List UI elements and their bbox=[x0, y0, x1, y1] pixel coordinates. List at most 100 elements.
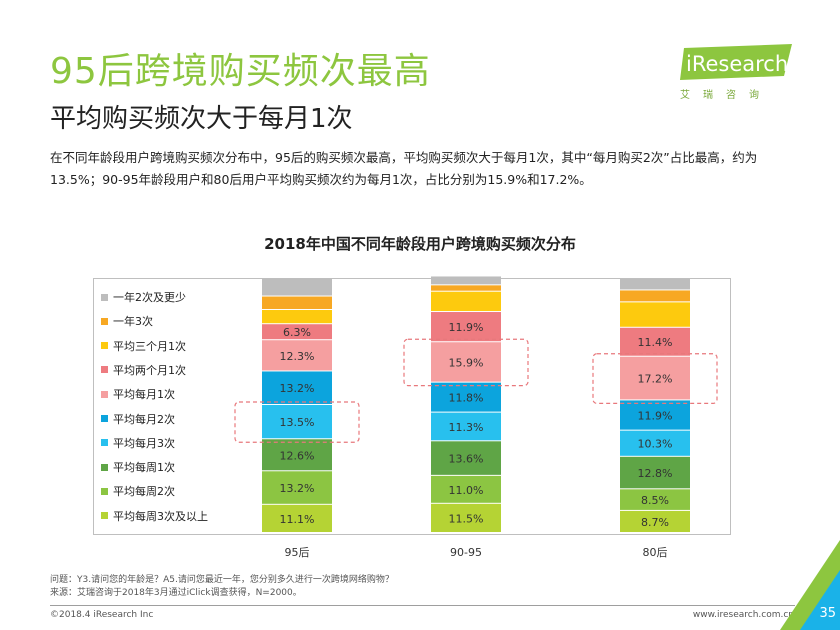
bar-segment bbox=[431, 503, 501, 532]
bar-segment bbox=[262, 340, 332, 371]
chart-frame bbox=[93, 278, 731, 535]
legend-label: 平均三个月1次 bbox=[113, 339, 186, 353]
category-label: 95后 bbox=[285, 546, 310, 559]
legend-swatch bbox=[101, 366, 108, 374]
legend-label: 一年2次及更少 bbox=[113, 291, 186, 304]
data-label: 12.8% bbox=[638, 467, 673, 480]
data-label: 13.5% bbox=[280, 416, 315, 429]
legend-label: 平均每月2次 bbox=[113, 412, 175, 426]
bar-segment bbox=[620, 279, 690, 290]
data-label: 11.3% bbox=[449, 421, 484, 434]
footer-source-note: 来源：艾瑞咨询于2018年3月通过iClick调查获得，N=2000。 bbox=[50, 588, 302, 598]
bar-segment bbox=[620, 400, 690, 430]
bar-segment bbox=[431, 342, 501, 382]
legend-label: 平均每周3次及以上 bbox=[113, 509, 208, 523]
data-label: 11.9% bbox=[638, 410, 673, 423]
legend-swatch bbox=[101, 463, 108, 471]
bar-segment bbox=[620, 302, 690, 327]
bar-segment bbox=[431, 285, 501, 291]
data-label: 10.3% bbox=[638, 438, 673, 451]
description-text: 在不同年龄段用户跨境购买频次分布中，95后的购买频次最高，平均购买频次大于每月1… bbox=[50, 150, 758, 187]
data-label: 12.6% bbox=[280, 449, 315, 462]
data-label: 13.2% bbox=[280, 382, 315, 395]
category-label: 90-95 bbox=[450, 546, 482, 559]
chart-title: 2018年中国不同年龄段用户跨境购买频次分布 bbox=[264, 235, 576, 253]
legend-swatch bbox=[101, 390, 108, 398]
footer-divider bbox=[50, 605, 795, 606]
legend-swatch bbox=[101, 415, 108, 422]
legend-swatch bbox=[101, 487, 108, 495]
legend-label: 平均两个月1次 bbox=[113, 363, 186, 377]
footer-copyright: ©2018.4 iResearch Inc bbox=[50, 610, 154, 620]
data-label: 11.4% bbox=[638, 336, 673, 349]
bar-segment bbox=[262, 504, 332, 532]
data-label: 11.1% bbox=[280, 513, 315, 526]
data-label: 11.0% bbox=[449, 484, 484, 497]
legend-label: 平均每周1次 bbox=[113, 461, 175, 475]
highlight-box bbox=[234, 401, 360, 443]
page-title: 95后跨境购买频次最高 bbox=[50, 51, 431, 92]
highlight-box bbox=[403, 338, 529, 387]
bar-segment bbox=[620, 510, 690, 532]
logo-wordmark: iResearch bbox=[686, 52, 789, 76]
footer-notes: 问题：Y3.请问您的年龄是？A5.请问您最近一年，您分别多久进行一次跨境网络购物… bbox=[50, 574, 394, 600]
bar-segment bbox=[262, 296, 332, 309]
bar-segment bbox=[262, 278, 332, 296]
data-label: 11.9% bbox=[449, 321, 484, 334]
logo-shape-icon bbox=[680, 44, 792, 80]
legend-item: 平均每周2次 bbox=[101, 484, 175, 498]
legend-item: 平均每月3次 bbox=[101, 436, 175, 450]
bar-segment bbox=[431, 382, 501, 412]
data-label: 8.7% bbox=[641, 516, 669, 529]
bar-segment bbox=[262, 309, 332, 324]
legend-item: 平均每月2次 bbox=[101, 412, 175, 426]
legend-label: 平均每月1次 bbox=[113, 388, 175, 402]
bar-segment bbox=[620, 430, 690, 456]
legend-item: 平均两个月1次 bbox=[101, 363, 186, 377]
logo-chinese: 艾瑞咨询 bbox=[680, 90, 772, 101]
page-number: 35 bbox=[819, 606, 836, 621]
legend-item: 平均每月1次 bbox=[101, 387, 175, 401]
data-label: 15.9% bbox=[449, 356, 484, 369]
legend-item: 一年3次 bbox=[101, 314, 153, 328]
data-label: 11.8% bbox=[449, 392, 484, 405]
page-subtitle: 平均购买频次大于每月1次 bbox=[50, 104, 353, 134]
bar-segment bbox=[620, 356, 690, 400]
bar-segment bbox=[620, 489, 690, 510]
bar-segment bbox=[431, 441, 501, 475]
legend-swatch bbox=[101, 293, 108, 301]
legend-item: 平均三个月1次 bbox=[101, 339, 186, 353]
legend-swatch bbox=[101, 439, 108, 447]
data-label: 13.2% bbox=[280, 482, 315, 495]
legend-label: 平均每周2次 bbox=[113, 485, 175, 499]
bar-segment bbox=[262, 404, 332, 439]
bar-segment bbox=[262, 439, 332, 471]
iresearch-logo: iResearch 艾瑞咨询 bbox=[676, 42, 794, 104]
data-label: 17.2% bbox=[638, 373, 673, 386]
data-label: 8.5% bbox=[641, 494, 669, 507]
bar-segment bbox=[620, 456, 690, 489]
legend-label: 平均每月3次 bbox=[113, 436, 175, 450]
bar-segment bbox=[431, 475, 501, 503]
bar-segment bbox=[431, 412, 501, 441]
bar-segment bbox=[262, 371, 332, 404]
legend-swatch bbox=[101, 342, 108, 350]
bar-segment bbox=[431, 291, 501, 312]
bar-segment bbox=[262, 324, 332, 340]
bar-segment bbox=[620, 327, 690, 356]
bar-segment bbox=[431, 312, 501, 342]
category-label: 80后 bbox=[643, 546, 668, 559]
footer-url: www.iresearch.com.cn bbox=[692, 610, 794, 620]
legend-swatch bbox=[101, 317, 108, 325]
legend-item: 平均每周1次 bbox=[101, 460, 175, 474]
highlight-box bbox=[592, 353, 718, 405]
bar-segment bbox=[431, 276, 501, 285]
legend-item: 一年2次及更少 bbox=[101, 290, 186, 304]
corner-decoration-icon bbox=[780, 540, 840, 630]
bar-segment bbox=[620, 290, 690, 302]
legend-label: 一年3次 bbox=[113, 315, 153, 329]
data-label: 13.6% bbox=[449, 453, 484, 466]
legend-item: 平均每周3次及以上 bbox=[101, 509, 208, 523]
data-label: 6.3% bbox=[283, 326, 311, 339]
